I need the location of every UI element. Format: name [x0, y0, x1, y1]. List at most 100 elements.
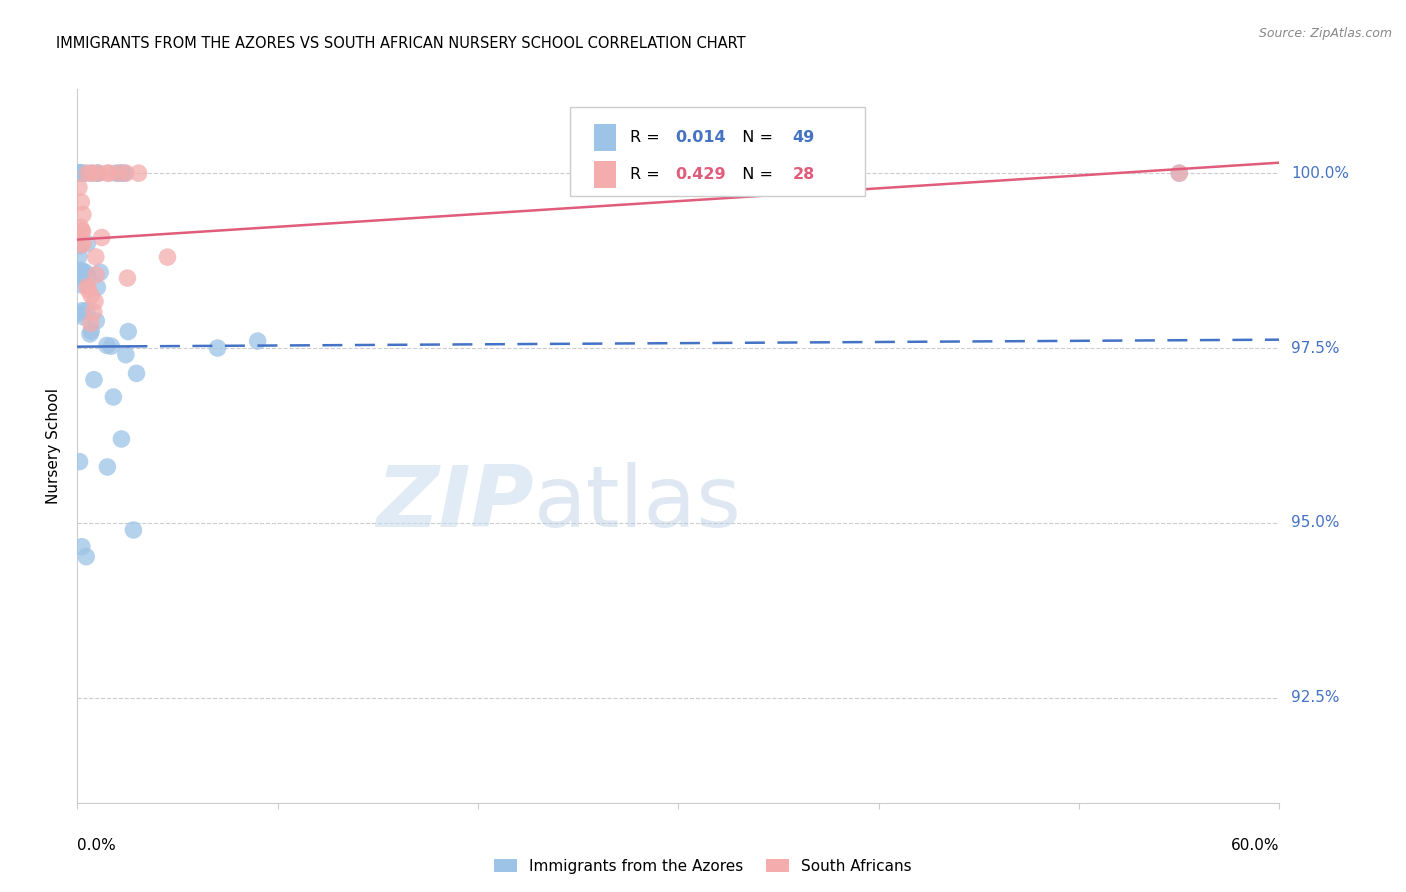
- Point: [67, 180, 90, 194]
- Point: [246, 334, 269, 348]
- Text: IMMIGRANTS FROM THE AZORES VS SOUTH AFRICAN NURSERY SCHOOL CORRELATION CHART: IMMIGRANTS FROM THE AZORES VS SOUTH AFRI…: [56, 36, 745, 51]
- Point: [77, 268, 100, 282]
- Point: [96, 166, 118, 180]
- Point: [67, 230, 90, 244]
- Point: [105, 166, 128, 180]
- Y-axis label: Nursery School: Nursery School: [46, 388, 62, 504]
- Point: [96, 338, 118, 352]
- Point: [75, 549, 97, 564]
- Point: [103, 390, 125, 404]
- Point: [1168, 166, 1191, 180]
- Point: [69, 454, 91, 468]
- Point: [80, 324, 103, 338]
- Point: [77, 282, 100, 296]
- Point: [67, 306, 90, 320]
- Point: [80, 166, 103, 180]
- Point: [70, 194, 93, 209]
- Point: [108, 166, 131, 180]
- Text: 0.0%: 0.0%: [77, 838, 117, 854]
- Point: [117, 271, 139, 285]
- Point: [128, 166, 150, 180]
- Point: [67, 166, 90, 180]
- Point: [76, 236, 98, 251]
- Text: N =: N =: [733, 130, 779, 145]
- Point: [114, 348, 136, 362]
- Point: [72, 207, 94, 221]
- Text: atlas: atlas: [534, 461, 742, 545]
- Point: [83, 305, 105, 319]
- Point: [1168, 166, 1191, 180]
- Point: [86, 166, 108, 180]
- Point: [89, 265, 111, 279]
- Point: [66, 269, 89, 284]
- Text: R =: R =: [630, 130, 665, 145]
- Text: 100.0%: 100.0%: [1292, 166, 1350, 181]
- Point: [73, 265, 96, 279]
- Legend: Immigrants from the Azores, South Africans: Immigrants from the Azores, South Africa…: [488, 853, 918, 880]
- Point: [69, 166, 91, 180]
- Point: [72, 265, 94, 279]
- Point: [76, 166, 98, 180]
- Point: [110, 432, 132, 446]
- Point: [100, 339, 122, 353]
- Point: [84, 268, 107, 282]
- Point: [117, 325, 139, 339]
- Point: [70, 166, 93, 180]
- Point: [207, 341, 229, 355]
- Point: [69, 220, 91, 235]
- Point: [72, 310, 94, 324]
- Point: [108, 166, 131, 180]
- Point: [86, 280, 108, 294]
- Point: [69, 277, 91, 292]
- Point: [83, 373, 105, 387]
- Point: [70, 540, 93, 554]
- Point: [98, 166, 121, 180]
- Point: [125, 367, 148, 381]
- Text: Source: ZipAtlas.com: Source: ZipAtlas.com: [1258, 27, 1392, 40]
- Point: [84, 250, 107, 264]
- Point: [69, 166, 91, 180]
- Point: [96, 460, 118, 475]
- Text: 49: 49: [793, 130, 814, 145]
- Point: [87, 166, 110, 180]
- Text: 60.0%: 60.0%: [1232, 838, 1279, 854]
- Point: [84, 314, 107, 328]
- Point: [70, 224, 93, 238]
- Text: 0.014: 0.014: [676, 130, 727, 145]
- Point: [67, 239, 90, 253]
- Point: [80, 166, 103, 180]
- Point: [73, 166, 96, 180]
- Point: [80, 316, 103, 330]
- Text: ZIP: ZIP: [377, 461, 534, 545]
- Point: [79, 326, 101, 341]
- Point: [156, 250, 179, 264]
- Point: [72, 224, 94, 238]
- Point: [70, 237, 93, 252]
- Point: [70, 303, 93, 318]
- Text: 0.429: 0.429: [676, 167, 727, 182]
- Text: R =: R =: [630, 167, 665, 182]
- Text: N =: N =: [733, 167, 779, 182]
- FancyBboxPatch shape: [571, 107, 865, 196]
- Point: [70, 267, 93, 281]
- Point: [112, 166, 135, 180]
- FancyBboxPatch shape: [595, 161, 616, 188]
- Point: [67, 227, 90, 242]
- Point: [66, 234, 89, 248]
- Point: [70, 263, 93, 277]
- Point: [72, 236, 94, 251]
- FancyBboxPatch shape: [595, 124, 616, 152]
- Point: [76, 303, 98, 318]
- Point: [87, 166, 110, 180]
- Text: 95.0%: 95.0%: [1292, 516, 1340, 531]
- Point: [80, 288, 103, 302]
- Point: [122, 523, 145, 537]
- Point: [67, 249, 90, 263]
- Point: [69, 166, 91, 180]
- Point: [76, 279, 98, 293]
- Point: [84, 294, 107, 309]
- Point: [90, 230, 112, 244]
- Text: 92.5%: 92.5%: [1292, 690, 1340, 706]
- Point: [69, 166, 91, 180]
- Text: 97.5%: 97.5%: [1292, 341, 1340, 356]
